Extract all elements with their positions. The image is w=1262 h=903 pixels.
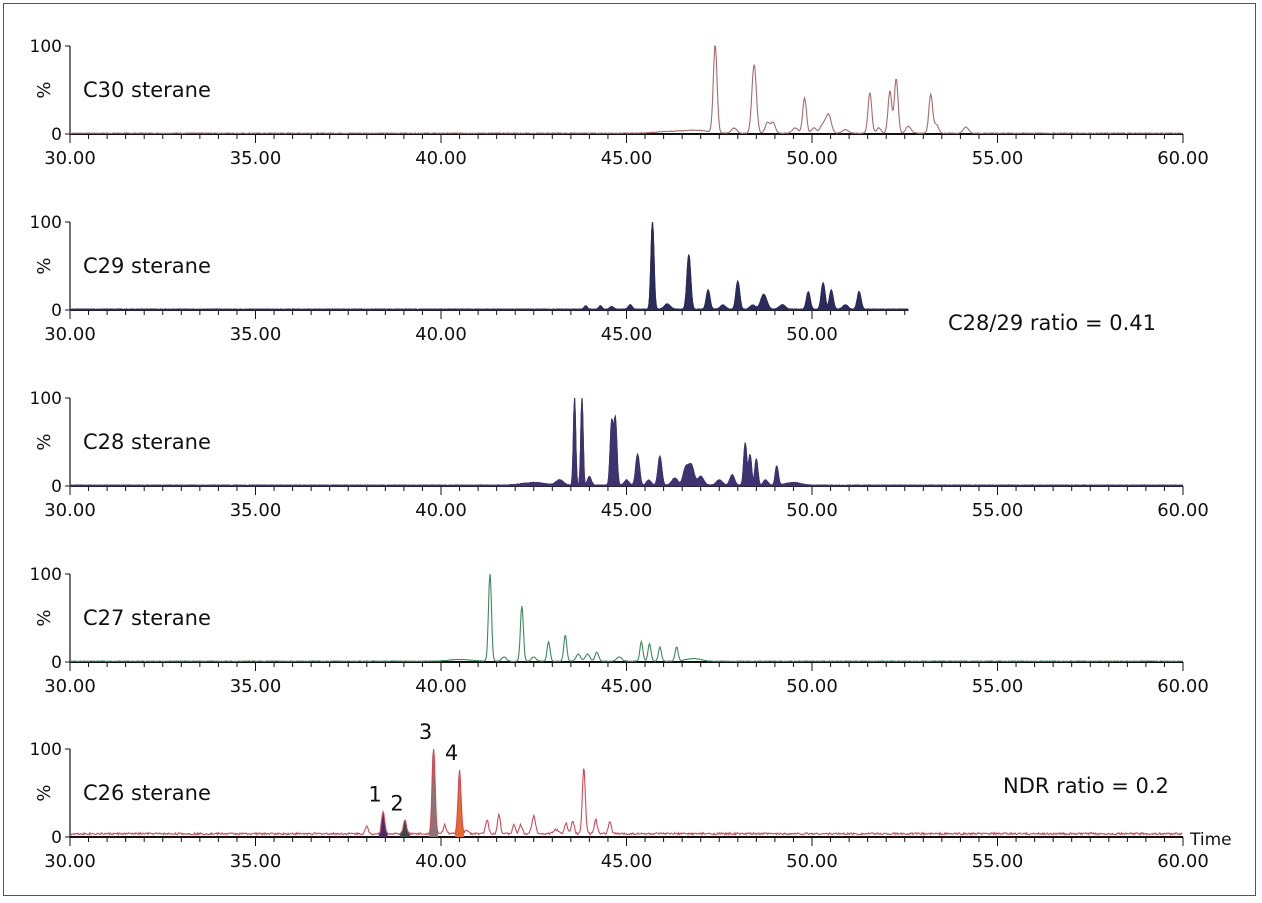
x-tick-label: 40.00	[415, 851, 467, 872]
panel-label: C30 sterane	[83, 78, 211, 102]
peak-label-3: 3	[419, 720, 432, 744]
y-tick-label: 0	[51, 653, 62, 673]
y-tick-label: 100	[30, 740, 62, 760]
x-tick-label: 35.00	[230, 500, 282, 521]
x-tick-label: 55.00	[972, 500, 1024, 521]
peak-label-4: 4	[445, 741, 458, 765]
x-tick-label: 55.00	[972, 676, 1024, 697]
x-tick-label: 60.00	[1157, 851, 1209, 872]
x-tick-label: 60.00	[1157, 500, 1209, 521]
x-tick-label: 40.00	[415, 324, 467, 345]
ratio-annotation: C28/29 ratio = 0.41	[948, 311, 1156, 335]
x-tick-label: 30.00	[44, 851, 96, 872]
y-axis-label: %	[34, 609, 55, 626]
x-tick-label: 45.00	[601, 500, 653, 521]
panel-label: C29 sterane	[83, 254, 211, 278]
trace-line	[69, 573, 1183, 663]
ratio-annotation: NDR ratio = 0.2	[1003, 774, 1169, 798]
x-axis-label: Time	[1189, 830, 1232, 850]
trace-fill	[69, 397, 1183, 487]
x-tick-label: 60.00	[1157, 148, 1209, 169]
y-axis-label: %	[34, 257, 55, 274]
y-tick-label: 100	[30, 565, 62, 585]
x-tick-label: 45.00	[601, 324, 653, 345]
x-tick-label: 35.00	[230, 851, 282, 872]
peak-label-2: 2	[390, 791, 403, 815]
x-tick-label: 55.00	[972, 851, 1024, 872]
peak-label-1: 1	[368, 783, 381, 807]
x-tick-label: 35.00	[230, 148, 282, 169]
y-tick-label: 0	[51, 477, 62, 497]
x-tick-label: 45.00	[601, 851, 653, 872]
y-tick-label: 100	[30, 389, 62, 409]
x-tick-label: 50.00	[786, 500, 838, 521]
x-tick-label: 40.00	[415, 500, 467, 521]
x-tick-label: 50.00	[786, 851, 838, 872]
x-tick-label: 35.00	[230, 324, 282, 345]
panel-label: C28 sterane	[83, 430, 211, 454]
y-axis-label: %	[34, 784, 55, 801]
x-tick-label: 50.00	[786, 676, 838, 697]
panel-c29-sterane: 0 100% 30.00 35.00 40.00 45.00 50.00 C29 steran…	[30, 213, 1156, 345]
y-axis-label: %	[34, 81, 55, 98]
panel-c27-sterane: 0 100% 30.00 35.00 40.00 45.00 50.00 55.00 60.00…	[30, 565, 1209, 697]
x-tick-label: 30.00	[44, 148, 96, 169]
y-tick-label: 0	[51, 301, 62, 321]
panel-c26-sterane: 0 100% 30.00 35.00 40.00 45.00 50.00 55.00 60.00…	[30, 720, 1232, 872]
panel-c30-sterane: 0 100% 30.00 35.00 40.00 45.00 50.00 55.00 60.00…	[30, 37, 1209, 169]
x-tick-label: 50.00	[786, 148, 838, 169]
panel-label: C26 sterane	[83, 781, 211, 805]
trace-line	[70, 45, 1183, 135]
y-tick-label: 100	[30, 213, 62, 233]
x-tick-label: 45.00	[601, 148, 653, 169]
y-tick-label: 0	[51, 125, 62, 145]
peak-fill-2	[400, 820, 410, 837]
figure-frame	[3, 3, 1256, 896]
x-tick-label: 60.00	[1157, 676, 1209, 697]
x-tick-label: 30.00	[44, 500, 96, 521]
x-tick-label: 50.00	[786, 324, 838, 345]
x-tick-label: 40.00	[415, 148, 467, 169]
x-tick-label: 30.00	[44, 324, 96, 345]
x-tick-label: 40.00	[415, 676, 467, 697]
trace-line	[69, 748, 1183, 837]
x-tick-label: 55.00	[972, 148, 1024, 169]
y-tick-label: 0	[51, 828, 62, 848]
x-tick-label: 30.00	[44, 676, 96, 697]
y-tick-label: 100	[30, 37, 62, 57]
x-tick-label: 45.00	[601, 676, 653, 697]
panel-label: C27 sterane	[83, 606, 211, 630]
y-axis-label: %	[34, 433, 55, 450]
trace-line	[69, 221, 908, 311]
trace-line	[70, 397, 1183, 487]
panel-c28-sterane: 0 100% 30.00 35.00 40.00 45.00 50.00 55.00 60.00…	[30, 389, 1209, 521]
x-tick-label: 35.00	[230, 676, 282, 697]
peak-fill-1	[378, 811, 388, 837]
